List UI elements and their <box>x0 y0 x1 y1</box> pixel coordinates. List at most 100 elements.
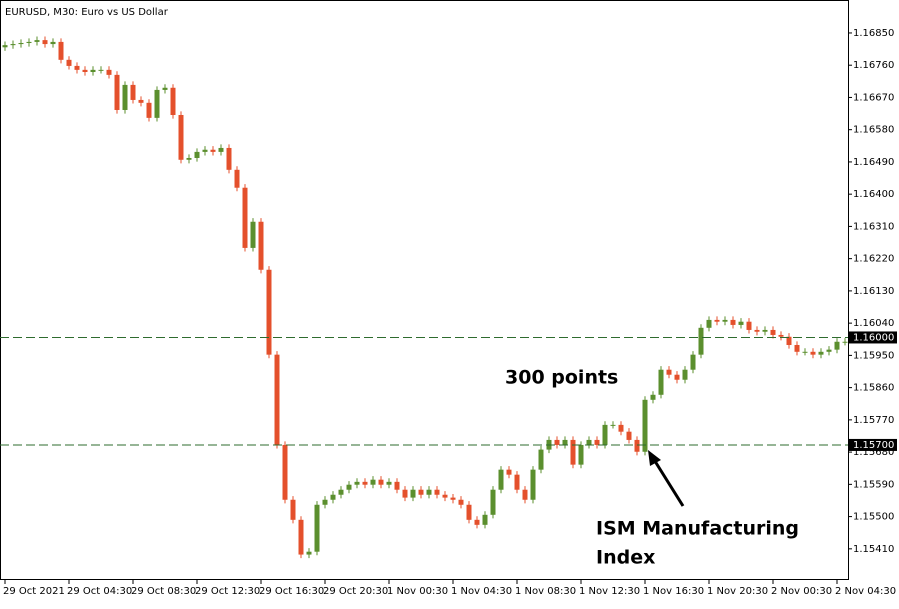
annotation: ISM Manufacturing <box>596 518 799 540</box>
candle-body <box>618 424 624 432</box>
x-tick-label: 2 Nov 00:30 <box>771 586 832 597</box>
candle-body <box>114 74 120 110</box>
candle-body <box>338 489 344 495</box>
y-tick-label: 1.16220 <box>853 254 894 265</box>
candle-body <box>26 41 32 43</box>
x-tick-label: 1 Nov 20:30 <box>707 586 768 597</box>
candle-body <box>18 42 24 45</box>
candle-body <box>394 481 400 490</box>
candle-body <box>354 481 360 485</box>
candle-body <box>34 40 40 42</box>
candle-body <box>10 44 16 46</box>
candle-body <box>378 479 384 485</box>
candle-body <box>730 319 736 325</box>
candle-body <box>698 327 704 355</box>
candle-body <box>74 65 80 70</box>
candle-body <box>570 439 576 465</box>
candle-body <box>106 69 112 75</box>
candle-body <box>370 479 376 485</box>
candle-body <box>386 481 392 485</box>
candle-body <box>762 329 768 332</box>
candle-body <box>250 221 256 248</box>
candle-body <box>146 102 152 118</box>
x-tick-label: 1 Nov 04:30 <box>451 586 512 597</box>
candle-body <box>474 519 480 525</box>
candle-body <box>226 147 232 170</box>
candle-body <box>586 439 592 445</box>
x-tick-label: 29 Oct 20:30 <box>323 586 388 597</box>
candle-body <box>738 321 744 325</box>
candle-body <box>290 499 296 520</box>
x-tick-label: 2 Nov 04:30 <box>835 586 896 597</box>
candle-body <box>434 489 440 495</box>
candle-body <box>162 87 168 90</box>
candle-body <box>610 424 616 426</box>
candle-body <box>266 269 272 355</box>
candle-body <box>770 329 776 335</box>
candle-body <box>170 87 176 115</box>
candle-body <box>42 40 48 45</box>
candle-body <box>450 497 456 500</box>
x-tick-label: 29 Oct 12:30 <box>195 586 260 597</box>
x-tick-label: 29 Oct 2021 <box>3 586 65 597</box>
candle-body <box>826 349 832 352</box>
candle-body <box>154 89 160 118</box>
candle-body <box>202 149 208 152</box>
candle-body <box>626 431 632 440</box>
candle-body <box>410 489 416 498</box>
candle-body <box>802 351 808 353</box>
candle-body <box>122 84 128 110</box>
level-label: 1.16000 <box>853 332 894 343</box>
x-tick-label: 1 Nov 12:30 <box>579 586 640 597</box>
candle-body <box>2 45 8 48</box>
candle-body <box>682 369 688 380</box>
x-tick-label: 1 Nov 00:30 <box>387 586 448 597</box>
y-tick-label: 1.15770 <box>853 415 894 426</box>
candle-body <box>498 469 504 490</box>
candle-body <box>674 374 680 380</box>
candle-body <box>482 514 488 525</box>
y-tick-label: 1.15680 <box>853 447 894 458</box>
y-tick-label: 1.16130 <box>853 286 894 297</box>
candle-body <box>258 221 264 270</box>
y-tick-label: 1.16490 <box>853 157 894 168</box>
candle-body <box>578 444 584 465</box>
candle-body <box>330 494 336 500</box>
candle-body <box>490 489 496 515</box>
candle-body <box>50 41 56 45</box>
candle-body <box>706 319 712 328</box>
candle-body <box>530 469 536 500</box>
candle-body <box>818 351 824 355</box>
candle-body <box>650 394 656 400</box>
candle-body <box>322 499 328 505</box>
candle-body <box>98 69 104 71</box>
candle-body <box>554 439 560 445</box>
candle-body <box>754 329 760 332</box>
candle-body <box>642 399 648 452</box>
level-label-box <box>849 438 897 451</box>
candle-body <box>562 439 568 445</box>
y-tick-label: 1.15500 <box>853 512 894 523</box>
candle-body <box>306 551 312 555</box>
level-label: 1.15700 <box>853 440 894 451</box>
candle-body <box>90 69 96 73</box>
candle-body <box>602 424 608 445</box>
x-tick-label: 29 Oct 04:30 <box>67 586 132 597</box>
annotation-arrowhead <box>648 450 661 466</box>
candle-body <box>362 481 368 485</box>
candle-body <box>746 321 752 330</box>
candle-body <box>274 354 280 445</box>
y-tick-label: 1.16400 <box>853 189 894 200</box>
x-tick-label: 29 Oct 08:30 <box>131 586 196 597</box>
y-tick-label: 1.15410 <box>853 544 894 555</box>
candle-body <box>658 369 664 395</box>
y-tick-label: 1.16040 <box>853 318 894 329</box>
y-tick-label: 1.15590 <box>853 479 894 490</box>
candle-body <box>346 484 352 490</box>
level-label-box <box>849 331 897 344</box>
candle-body <box>242 187 248 248</box>
candle-body <box>58 41 64 60</box>
candle-body <box>522 489 528 500</box>
y-tick-label: 1.16310 <box>853 221 894 232</box>
